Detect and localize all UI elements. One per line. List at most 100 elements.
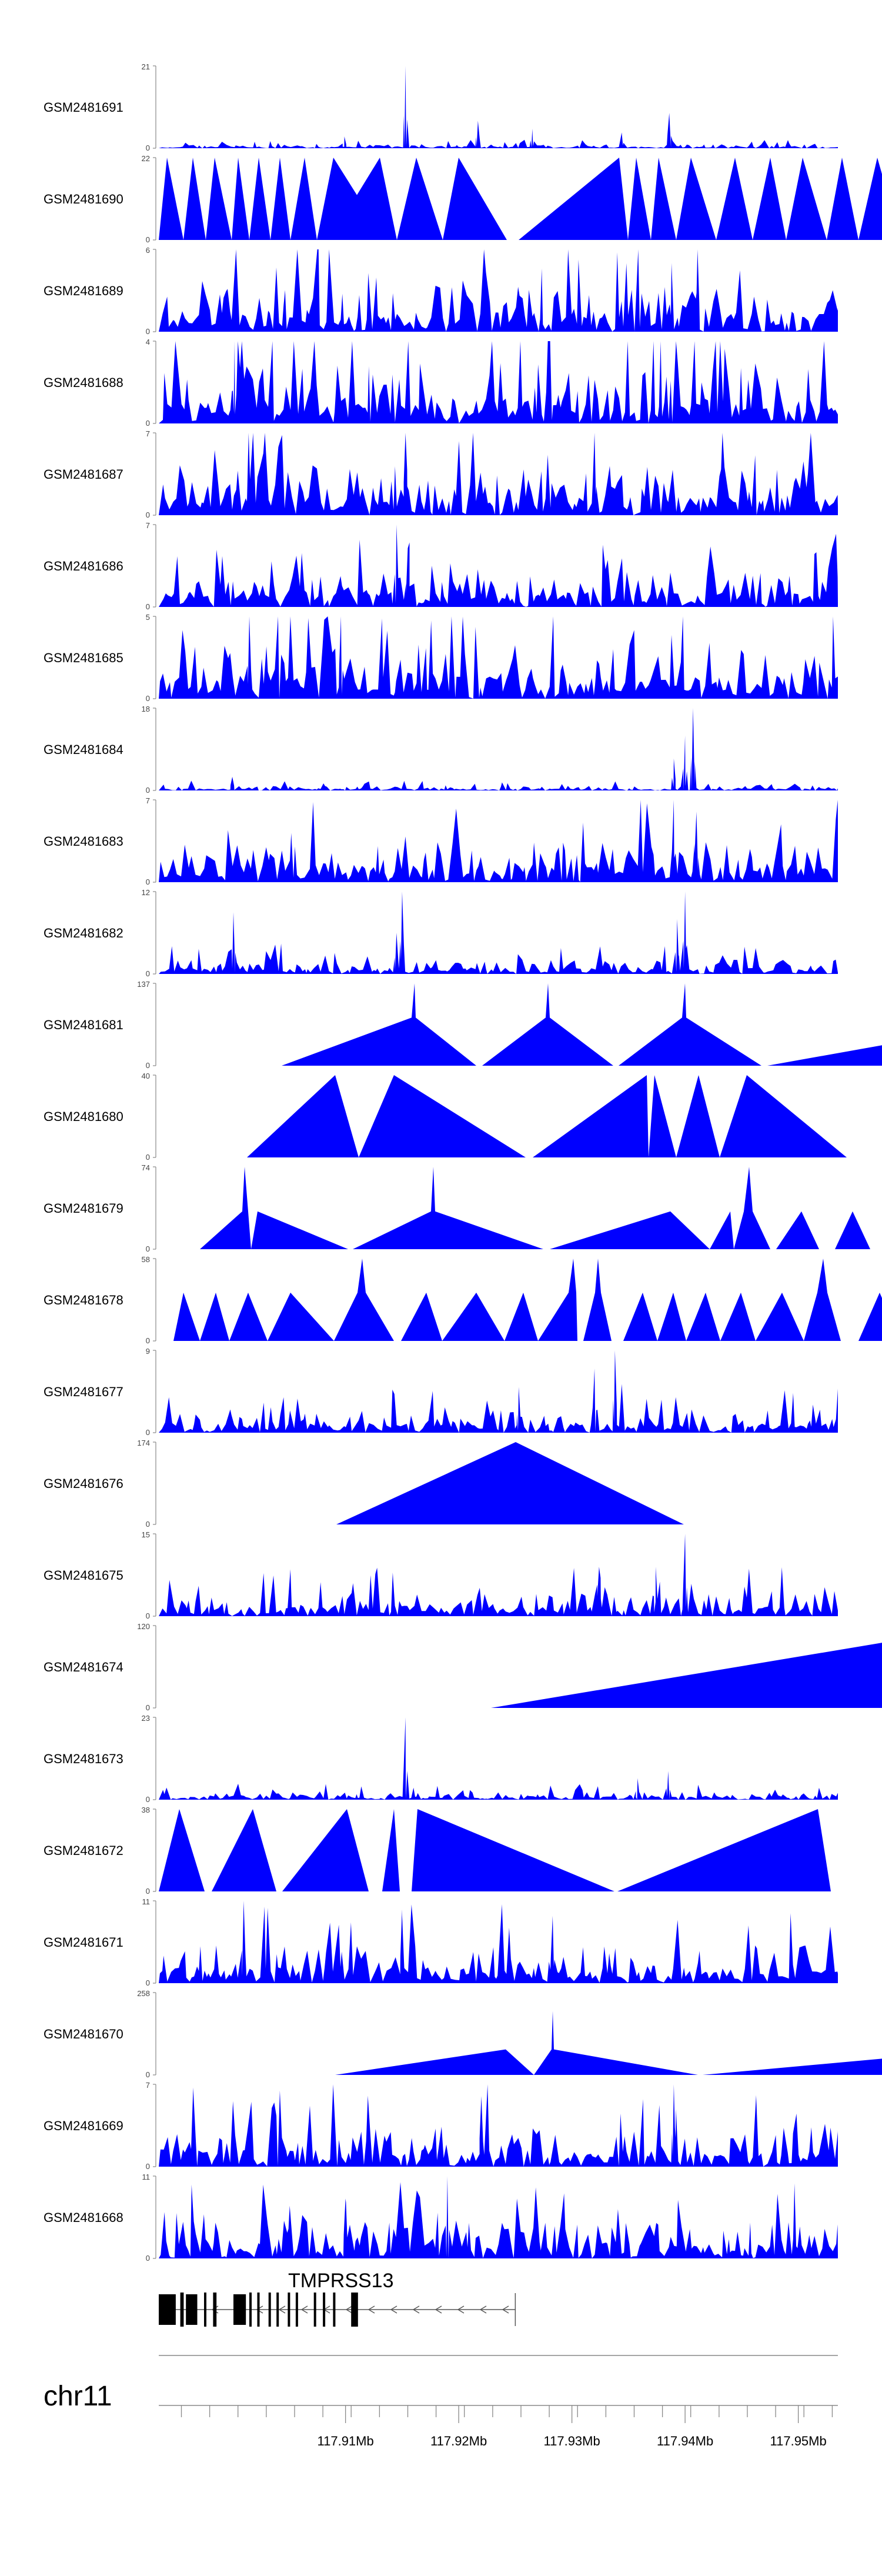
track-label: GSM2481682 — [44, 926, 123, 940]
track-GSM2481670: GSM2481670 258 0 — [44, 1989, 882, 2079]
coverage-area — [159, 2084, 838, 2167]
y-max-label: 38 — [142, 1806, 150, 1814]
y-max-label: 6 — [146, 246, 150, 255]
gene-exon — [313, 2293, 316, 2327]
track-label: GSM2481684 — [44, 742, 123, 757]
track-GSM2481672: GSM2481672 38 0 — [44, 1806, 831, 1896]
y-zero-label: 0 — [146, 1061, 150, 1070]
y-zero-label: 0 — [146, 1520, 150, 1529]
coverage-area — [159, 341, 838, 423]
track-label: GSM2481689 — [44, 283, 123, 298]
y-max-label: 11 — [142, 1897, 151, 1906]
track-GSM2481682: GSM2481682 12 0 — [44, 888, 838, 978]
strand-arrow — [278, 2305, 286, 2314]
coverage-area — [159, 525, 838, 607]
coverage-area — [282, 983, 882, 1066]
y-zero-label: 0 — [146, 235, 150, 244]
track-label: GSM2481670 — [44, 2027, 123, 2041]
track-label: GSM2481680 — [44, 1109, 123, 1124]
y-zero-label: 0 — [146, 510, 150, 519]
track-label: GSM2481672 — [44, 1843, 123, 1858]
coverage-area — [200, 1167, 882, 1249]
strand-arrow — [502, 2305, 509, 2314]
y-zero-label: 0 — [146, 1703, 150, 1712]
track-GSM2481685: GSM2481685 5 0 — [44, 613, 838, 703]
strand-arrow — [479, 2305, 487, 2314]
track-GSM2481675: GSM2481675 15 0 — [44, 1530, 838, 1620]
coverage-area — [173, 1259, 882, 1341]
track-GSM2481688: GSM2481688 4 0 — [44, 338, 838, 428]
coverage-area — [159, 2176, 838, 2258]
y-max-label: 22 — [142, 154, 150, 163]
coverage-area — [159, 66, 838, 148]
coverage-area — [335, 2011, 882, 2075]
strand-arrow — [256, 2305, 263, 2314]
y-max-label: 15 — [142, 1530, 150, 1539]
coverage-area — [159, 1901, 838, 1983]
track-label: GSM2481683 — [44, 834, 123, 849]
coverage-area — [159, 616, 838, 699]
y-zero-label: 0 — [146, 419, 150, 428]
coverage-area — [247, 1075, 847, 1157]
track-GSM2481673: GSM2481673 23 0 — [44, 1714, 838, 1804]
strand-arrow — [435, 2305, 442, 2314]
track-GSM2481668: GSM2481668 11 0 — [44, 2173, 838, 2263]
y-zero-label: 0 — [146, 877, 150, 886]
coverage-tracks: GSM2481691210GSM2481690220GSM248168960GS… — [44, 62, 882, 2263]
gene-exon — [351, 2293, 358, 2327]
gene-exon — [276, 2293, 279, 2327]
axis-tick-label: 117.92Mb — [430, 2434, 487, 2448]
track-GSM2481687: GSM2481687 7 0 — [44, 429, 838, 519]
y-max-label: 58 — [142, 1255, 150, 1264]
track-label: GSM2481681 — [44, 1017, 123, 1032]
strand-arrow — [390, 2305, 397, 2314]
track-label: GSM2481668 — [44, 2210, 123, 2225]
y-zero-label: 0 — [146, 969, 150, 978]
coverage-area — [159, 158, 882, 240]
gene-exon — [213, 2293, 217, 2327]
gene-exon — [159, 2294, 176, 2325]
y-zero-label: 0 — [146, 1795, 150, 1804]
y-max-label: 40 — [142, 1072, 150, 1080]
gene-label: TMPRSS13 — [288, 2270, 394, 2292]
gene-exon — [257, 2293, 260, 2327]
track-label: GSM2481671 — [44, 1935, 123, 1950]
y-max-label: 23 — [142, 1714, 150, 1723]
track-label: GSM2481675 — [44, 1568, 123, 1583]
coverage-area — [159, 708, 838, 790]
y-max-label: 120 — [137, 1622, 150, 1631]
track-GSM2481683: GSM2481683 7 0 — [44, 796, 838, 886]
y-max-label: 12 — [142, 888, 150, 897]
track-label: GSM2481677 — [44, 1384, 123, 1399]
track-GSM2481689: GSM2481689 6 0 — [44, 246, 838, 336]
y-zero-label: 0 — [146, 1336, 150, 1345]
track-GSM2481690: GSM2481690 22 0 — [44, 154, 882, 244]
gene-exon — [204, 2293, 206, 2327]
y-zero-label: 0 — [146, 1611, 150, 1620]
y-max-label: 21 — [142, 62, 150, 71]
genome-axis: chr11 117.91Mb 117.92Mb 117.93Mb 117.94Mb 11… — [44, 2355, 838, 2448]
gene-exon — [323, 2293, 326, 2327]
chromosome-label: chr11 — [44, 2381, 112, 2412]
track-GSM2481671: GSM2481671 11 0 — [44, 1897, 838, 1987]
track-GSM2481691: GSM2481691 21 0 — [44, 62, 838, 152]
strand-arrow — [457, 2305, 465, 2314]
gene-exon — [233, 2294, 246, 2325]
y-zero-label: 0 — [146, 327, 150, 336]
track-label: GSM2481679 — [44, 1201, 123, 1216]
coverage-area — [159, 1350, 838, 1433]
track-label: GSM2481676 — [44, 1476, 123, 1491]
track-GSM2481677: GSM2481677 9 0 — [44, 1347, 838, 1437]
y-max-label: 7 — [146, 521, 150, 530]
y-max-label: 9 — [146, 1347, 150, 1356]
gene-exon — [268, 2293, 271, 2327]
y-zero-label: 0 — [146, 1428, 150, 1437]
y-zero-label: 0 — [146, 1887, 150, 1896]
strand-arrow — [368, 2305, 375, 2314]
y-max-label: 137 — [137, 980, 150, 989]
track-GSM2481679: GSM2481679 74 0 — [44, 1163, 882, 1253]
axis-tick-label: 117.93Mb — [544, 2434, 600, 2448]
track-label: GSM2481673 — [44, 1751, 123, 1766]
track-label: GSM2481685 — [44, 650, 123, 665]
track-label: GSM2481688 — [44, 375, 123, 390]
